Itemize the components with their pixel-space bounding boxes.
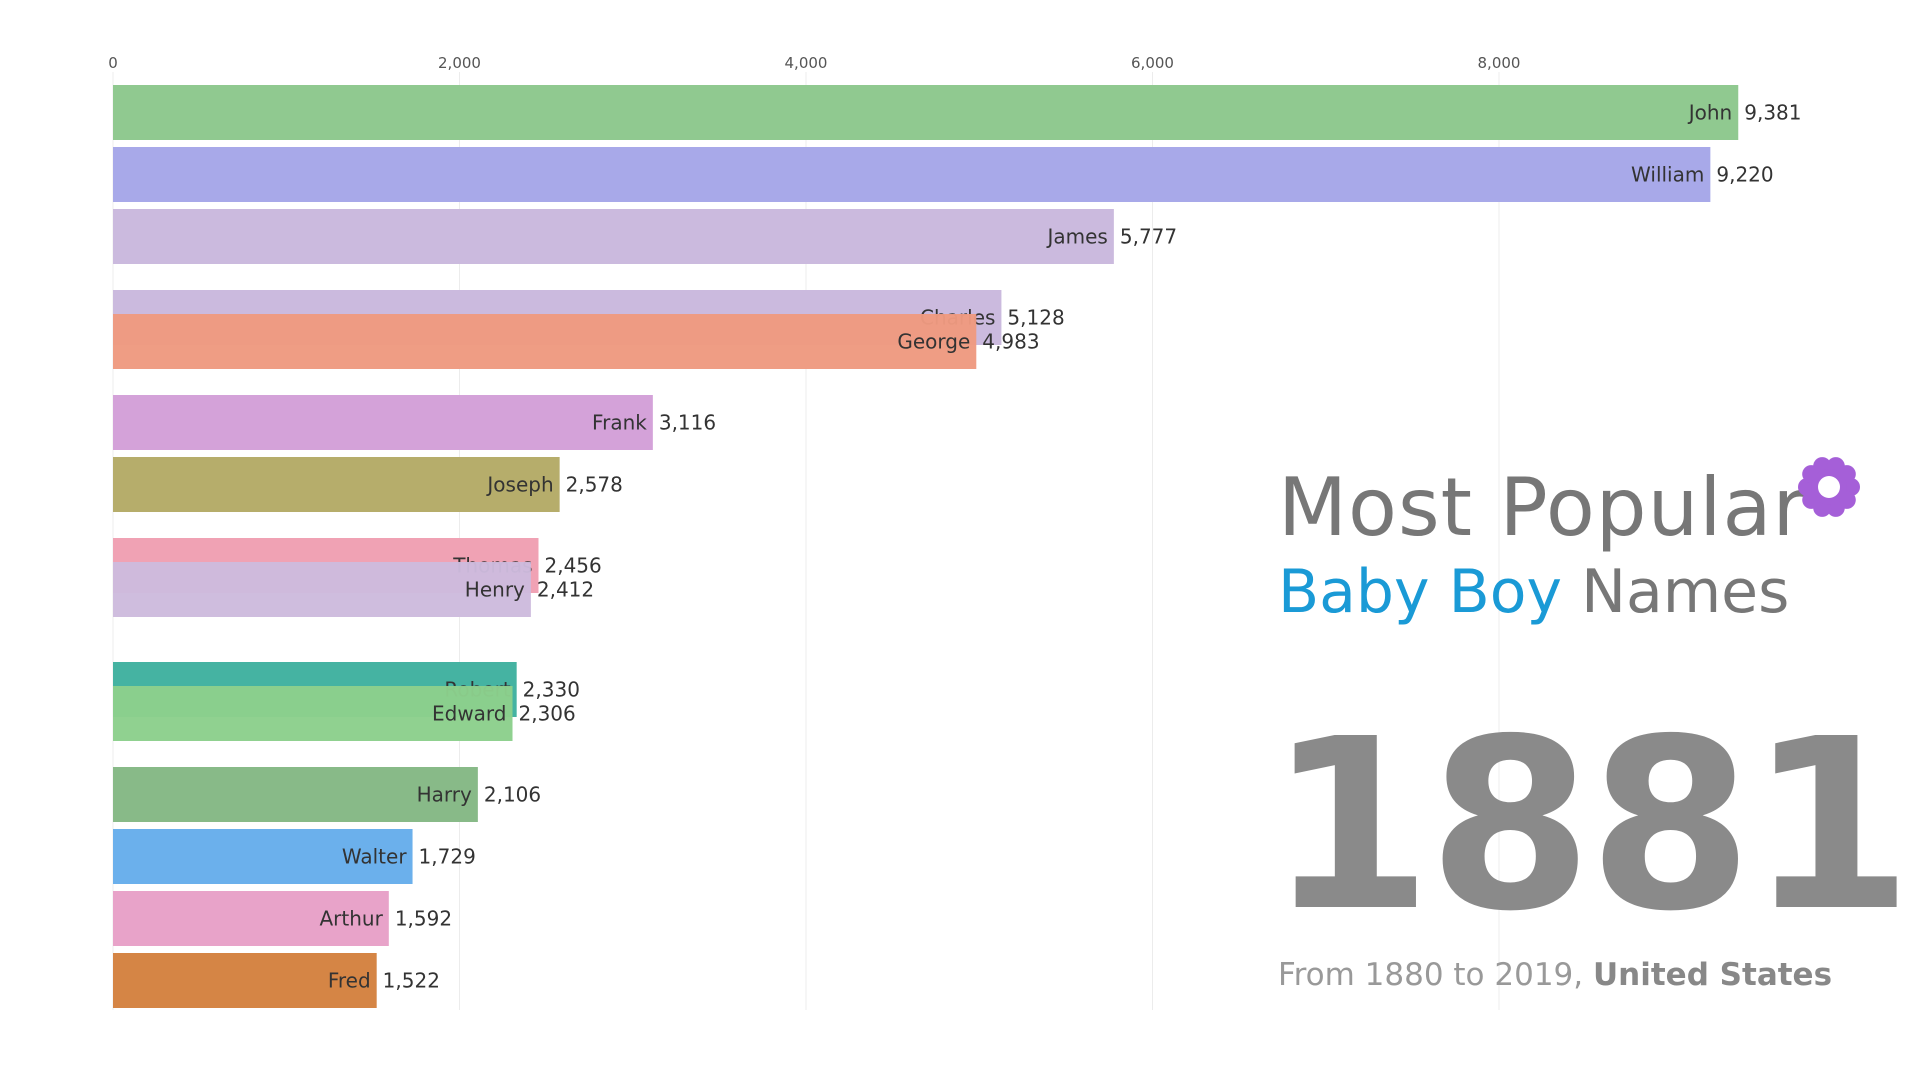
bar-value-label: 1,729 (419, 845, 476, 869)
bar (113, 829, 413, 884)
bar-value-label: 4,983 (982, 330, 1039, 354)
bar-group: Harry 2,106 (113, 767, 541, 822)
bar (113, 147, 1711, 202)
year-label: 1881 (1268, 688, 1913, 963)
bar-value-label: 2,412 (537, 578, 594, 602)
bar-value-label: 9,381 (1744, 101, 1801, 125)
title-line-1: Most Popular (1278, 461, 1807, 554)
bar-group: Arthur 1,592 (113, 891, 452, 946)
bar-group: Joseph 2,578 (113, 457, 623, 512)
bar (113, 953, 377, 1008)
bar-group: Henry 2,412 (113, 562, 594, 617)
chart-title: Most Popular Baby Boy Names (1278, 461, 1838, 623)
bar-value-label: 3,116 (659, 411, 716, 435)
bar-value-label: 1,592 (395, 907, 452, 931)
bar-value-label: 1,522 (383, 969, 440, 993)
bar-name-label: Arthur (319, 907, 383, 931)
bar-group: James 5,777 (113, 209, 1177, 264)
bar-group: Fred 1,522 (113, 953, 440, 1008)
bar-value-label: 2,106 (484, 783, 541, 807)
bar-name-label: George (897, 330, 970, 354)
bar-name-label: William (1631, 163, 1704, 187)
bar-name-label: Edward (432, 702, 507, 726)
bar (113, 85, 1739, 140)
title-line-2: Baby Boy Names (1278, 562, 1838, 622)
bar-name-label: John (1687, 101, 1733, 125)
bar-value-label: 2,330 (523, 678, 580, 702)
subtitle: From 1880 to 2019, United States (1278, 957, 1832, 993)
bar (113, 209, 1114, 264)
subtitle-prefix: From 1880 to 2019, (1278, 957, 1593, 993)
bar-name-label: Joseph (485, 473, 553, 497)
x-tick-label: 2,000 (438, 54, 481, 72)
bar-group: George 4,983 (113, 314, 1040, 369)
bar-group: Walter 1,729 (113, 829, 476, 884)
x-tick-label: 0 (108, 54, 118, 72)
bar-group: Edward 2,306 (113, 686, 576, 741)
bar-name-label: Henry (465, 578, 525, 602)
bar-group: Frank 3,116 (113, 395, 716, 450)
bar-group: John 9,381 (113, 85, 1802, 140)
bar-value-label: 2,456 (545, 554, 602, 578)
title-accent: Baby Boy (1278, 557, 1562, 627)
bar (113, 314, 977, 369)
x-tick-label: 8,000 (1478, 54, 1521, 72)
bar-name-label: Frank (592, 411, 647, 435)
bar (113, 457, 560, 512)
bar-name-label: James (1045, 225, 1107, 249)
bar-value-label: 2,578 (566, 473, 623, 497)
flower-icon (1798, 457, 1860, 517)
bar-value-label: 5,777 (1120, 225, 1177, 249)
bar-value-label: 5,128 (1007, 306, 1064, 330)
flower-hole (1818, 476, 1840, 498)
bar-group: William 9,220 (113, 147, 1774, 202)
bar (113, 562, 531, 617)
title-rest: Names (1581, 557, 1790, 627)
bar (113, 767, 478, 822)
bar (113, 395, 653, 450)
bar (113, 686, 513, 741)
x-tick-label: 4,000 (785, 54, 828, 72)
bar-name-label: Harry (417, 783, 472, 807)
x-tick-label: 6,000 (1131, 54, 1174, 72)
bar-value-label: 2,306 (519, 702, 576, 726)
bar-value-label: 9,220 (1716, 163, 1773, 187)
bar-name-label: Fred (328, 969, 371, 993)
bar-name-label: Walter (342, 845, 407, 869)
bar (113, 891, 389, 946)
subtitle-country: United States (1592, 957, 1833, 993)
